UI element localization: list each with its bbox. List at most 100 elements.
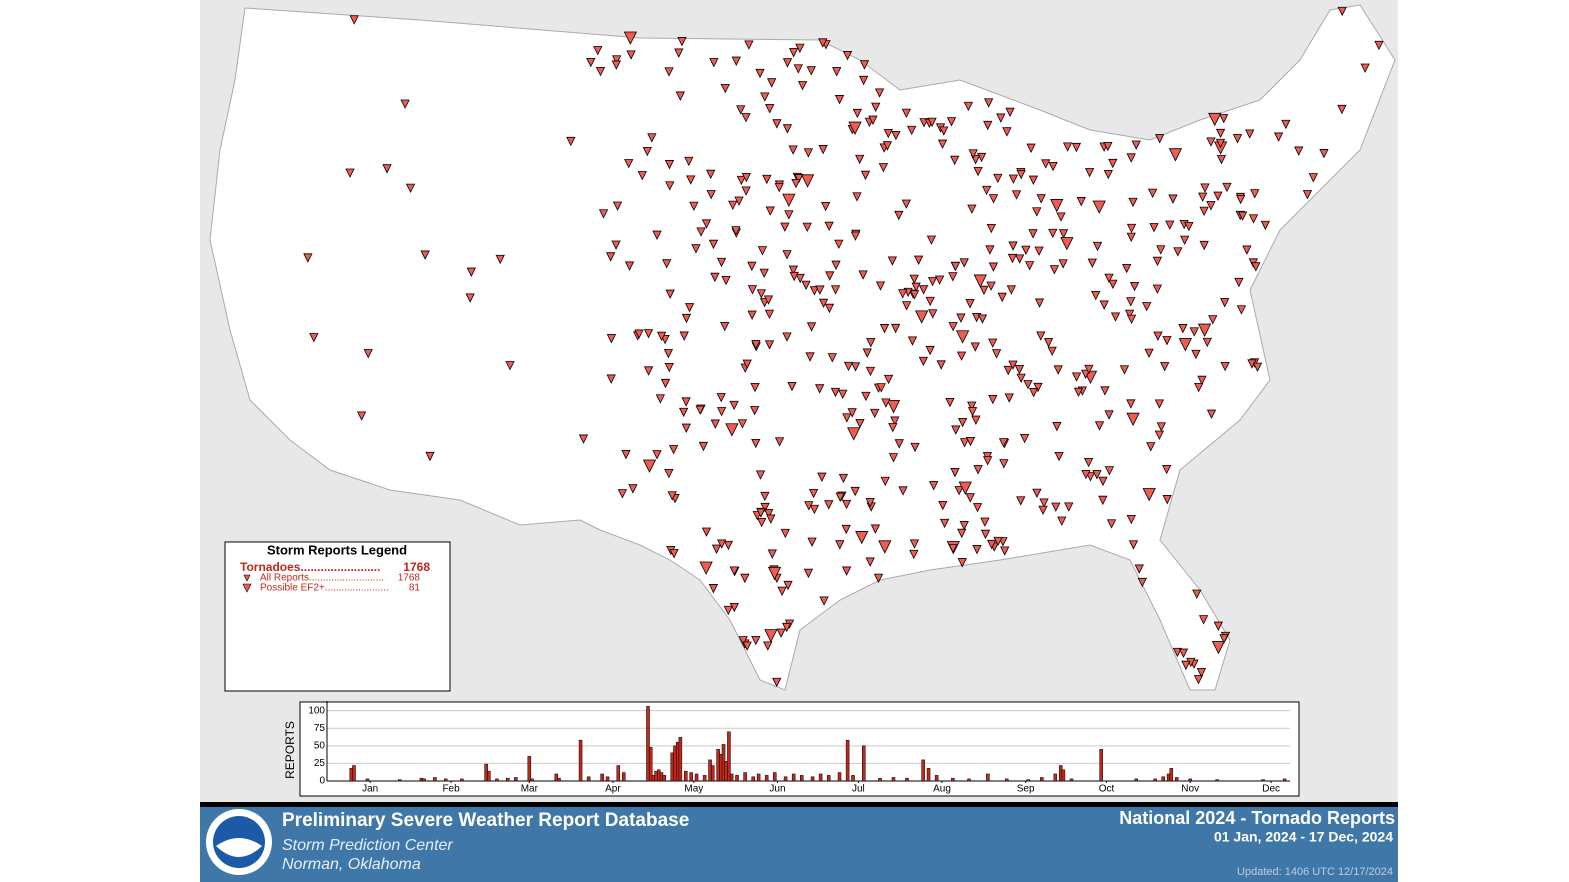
tornado-report (777, 586, 787, 597)
tornado-report (886, 400, 901, 414)
tornado-report (1043, 338, 1054, 348)
tornado-report (841, 499, 852, 510)
bar (926, 768, 931, 782)
bar (514, 777, 518, 782)
tornado-report (767, 78, 777, 88)
tornado-report (980, 529, 991, 540)
tornado-report (721, 276, 731, 286)
footer (200, 807, 1398, 882)
tornado-report (742, 359, 752, 369)
tornado-report (1021, 245, 1031, 255)
tornado-report (1211, 640, 1226, 655)
tornado-report (1198, 615, 1209, 625)
tornado-report (835, 492, 845, 502)
bar (862, 745, 866, 782)
tornado-report (1251, 262, 1261, 272)
tornado-report (850, 362, 861, 372)
tornado-report (652, 230, 662, 240)
tornado-report (1047, 346, 1057, 357)
tornado-report (1100, 386, 1110, 396)
tornado-report (838, 389, 848, 400)
tornado-report (1008, 360, 1018, 370)
tornado-report (891, 130, 901, 141)
tornado-report (809, 286, 820, 296)
tornado-report (787, 381, 797, 392)
tornado-report (802, 222, 812, 233)
legend-count: 81 (409, 583, 421, 594)
tornado-report (865, 557, 875, 567)
tornado-report (980, 517, 990, 527)
tornado-report (803, 568, 814, 579)
tornado-report (1245, 129, 1255, 139)
tornado-report (948, 543, 958, 554)
tornado-report (1053, 365, 1063, 375)
bar (1061, 769, 1066, 782)
tornado-report (1142, 488, 1156, 502)
tornado-report (999, 459, 1009, 469)
tornado-report (1006, 285, 1017, 295)
tornado-report (970, 342, 980, 352)
tornado-report (808, 489, 819, 499)
tornado-report (612, 201, 623, 211)
bar (783, 776, 788, 782)
tornado-report (698, 441, 709, 452)
tornado-report (797, 81, 808, 91)
tornado-report (973, 465, 983, 475)
tornado-report (1019, 433, 1030, 444)
tornado-report (959, 521, 969, 531)
tornado-report (757, 517, 767, 528)
legend-count: 1768 (398, 573, 421, 584)
tornado-report (1008, 174, 1019, 184)
tornado-report (998, 438, 1009, 448)
bar (365, 778, 370, 782)
bar (878, 777, 882, 782)
tornado-report (606, 374, 616, 384)
bar (1161, 776, 1165, 782)
tornado-report (988, 194, 999, 204)
tornado-report (991, 349, 1002, 359)
tornado-report (1004, 393, 1014, 403)
tornado-report (911, 282, 921, 292)
tornado-report (751, 636, 761, 646)
tornado-report (617, 489, 628, 499)
tornado-report (927, 117, 937, 128)
bar (487, 770, 491, 782)
bar (1174, 777, 1179, 782)
tornado-report (764, 340, 775, 350)
tornado-report (959, 438, 970, 448)
tornado-report (1039, 498, 1049, 508)
tornado-report (956, 351, 967, 361)
tornado-report (1192, 589, 1202, 599)
x-tick-label: Apr (605, 784, 621, 795)
bar (891, 777, 896, 782)
bar (764, 775, 769, 782)
tornado-report (1154, 399, 1165, 409)
tornado-report (764, 309, 775, 320)
tornado-report (606, 252, 616, 262)
tornado-report (1023, 380, 1033, 390)
tornado-report (1216, 155, 1227, 165)
tornado-report (691, 244, 701, 254)
tornado-report (862, 348, 872, 358)
tornado-report (801, 280, 811, 291)
tornado-report (736, 175, 747, 186)
tornado-report (750, 382, 760, 393)
tornado-report (1106, 519, 1117, 529)
tornado-report (1213, 621, 1223, 631)
tornado-report (1196, 668, 1207, 678)
tornado-report (681, 423, 691, 433)
tornado-report (1168, 194, 1178, 204)
tornado-report (972, 503, 983, 513)
report-range: 01 Jan, 2024 - 17 Dec, 2024 (1214, 829, 1393, 845)
tornado-report (1147, 188, 1158, 199)
tornado-report (858, 270, 868, 280)
tornado-report (847, 427, 861, 441)
tornado-report (860, 170, 871, 181)
tornado-report (1248, 214, 1259, 224)
tornado-report (986, 281, 996, 291)
tornado-report (1108, 158, 1118, 169)
tornado-report (788, 145, 798, 155)
tornado-report (750, 406, 760, 416)
tornado-report (1057, 516, 1067, 526)
tornado-report (1206, 409, 1217, 419)
